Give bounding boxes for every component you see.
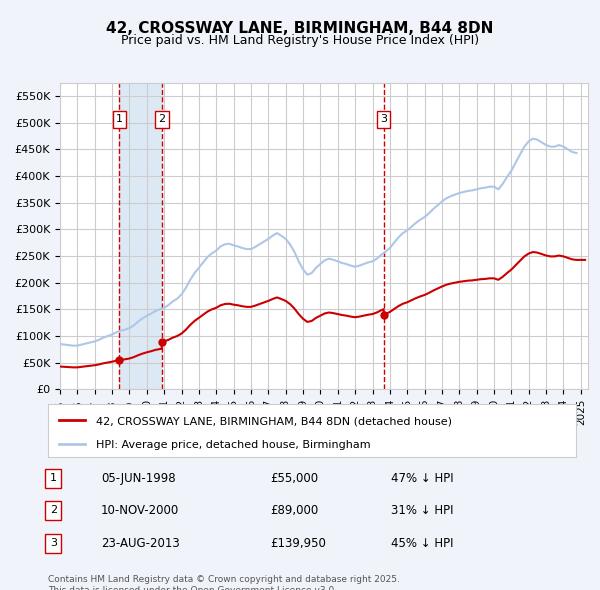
Text: 3: 3 (380, 114, 387, 124)
Text: £139,950: £139,950 (270, 537, 326, 550)
Text: 2: 2 (158, 114, 165, 124)
Text: 3: 3 (50, 539, 57, 549)
Text: Price paid vs. HM Land Registry's House Price Index (HPI): Price paid vs. HM Land Registry's House … (121, 34, 479, 47)
Text: 10-NOV-2000: 10-NOV-2000 (101, 504, 179, 517)
Text: 45% ↓ HPI: 45% ↓ HPI (391, 537, 454, 550)
Bar (119, 83, 162, 389)
Text: 1: 1 (50, 473, 57, 483)
Text: 1: 1 (116, 114, 123, 124)
Text: Contains HM Land Registry data © Crown copyright and database right 2025.
This d: Contains HM Land Registry data © Crown c… (48, 575, 400, 590)
Text: 23-AUG-2013: 23-AUG-2013 (101, 537, 179, 550)
Text: 31% ↓ HPI: 31% ↓ HPI (391, 504, 454, 517)
Text: 42, CROSSWAY LANE, BIRMINGHAM, B44 8DN: 42, CROSSWAY LANE, BIRMINGHAM, B44 8DN (106, 21, 494, 35)
Text: £89,000: £89,000 (270, 504, 318, 517)
Text: £55,000: £55,000 (270, 472, 318, 485)
Text: 05-JUN-1998: 05-JUN-1998 (101, 472, 175, 485)
Text: 2: 2 (50, 506, 57, 515)
Text: 47% ↓ HPI: 47% ↓ HPI (391, 472, 454, 485)
Text: HPI: Average price, detached house, Birmingham: HPI: Average price, detached house, Birm… (95, 440, 370, 450)
Text: 42, CROSSWAY LANE, BIRMINGHAM, B44 8DN (detached house): 42, CROSSWAY LANE, BIRMINGHAM, B44 8DN (… (95, 416, 452, 426)
